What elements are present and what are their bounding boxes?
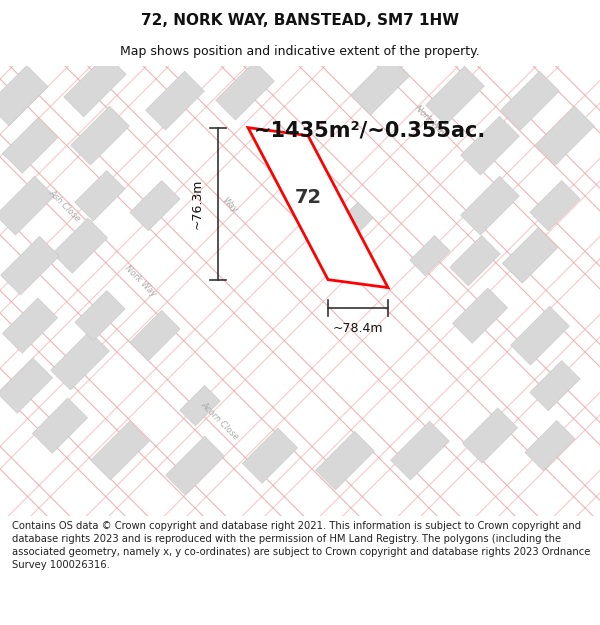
Polygon shape	[536, 106, 595, 165]
Polygon shape	[452, 288, 508, 343]
Polygon shape	[530, 181, 580, 231]
Text: Way: Way	[220, 196, 239, 215]
Text: Map shows position and indicative extent of the property.: Map shows position and indicative extent…	[120, 44, 480, 58]
Text: ~76.3m: ~76.3m	[191, 179, 204, 229]
Polygon shape	[75, 171, 125, 221]
Polygon shape	[337, 202, 373, 239]
Text: ~1435m²/~0.355ac.: ~1435m²/~0.355ac.	[254, 121, 486, 141]
Polygon shape	[75, 291, 125, 341]
Polygon shape	[91, 421, 149, 480]
Text: Nork Way: Nork Way	[122, 263, 157, 298]
Text: 72: 72	[295, 188, 322, 207]
Polygon shape	[248, 127, 388, 288]
Polygon shape	[50, 331, 109, 390]
Text: Ash Close: Ash Close	[47, 188, 83, 223]
Polygon shape	[64, 54, 126, 117]
Polygon shape	[130, 311, 180, 361]
Text: ~78.4m: ~78.4m	[333, 322, 383, 334]
Polygon shape	[32, 398, 88, 453]
Polygon shape	[215, 61, 274, 120]
Polygon shape	[146, 71, 205, 130]
Polygon shape	[1, 236, 59, 295]
Polygon shape	[410, 236, 450, 276]
Polygon shape	[2, 298, 58, 353]
Polygon shape	[52, 218, 107, 273]
Text: Acorn Close: Acorn Close	[199, 400, 241, 441]
Polygon shape	[530, 361, 580, 411]
Polygon shape	[461, 176, 520, 235]
Polygon shape	[511, 306, 569, 365]
Polygon shape	[391, 421, 449, 480]
Polygon shape	[450, 236, 500, 286]
Polygon shape	[2, 118, 58, 173]
Polygon shape	[502, 228, 557, 283]
Polygon shape	[0, 176, 55, 235]
Text: 72, NORK WAY, BANSTEAD, SM7 1HW: 72, NORK WAY, BANSTEAD, SM7 1HW	[141, 13, 459, 28]
Polygon shape	[180, 386, 220, 426]
Polygon shape	[350, 56, 409, 115]
Polygon shape	[0, 66, 48, 126]
Polygon shape	[500, 71, 559, 130]
Polygon shape	[130, 181, 180, 231]
Polygon shape	[461, 116, 520, 175]
Text: Nork Way: Nork Way	[413, 103, 448, 138]
Polygon shape	[0, 358, 53, 413]
Polygon shape	[71, 106, 130, 165]
Polygon shape	[166, 436, 224, 495]
Polygon shape	[525, 421, 575, 471]
Text: Contains OS data © Crown copyright and database right 2021. This information is : Contains OS data © Crown copyright and d…	[12, 521, 590, 571]
Polygon shape	[463, 408, 518, 463]
Polygon shape	[425, 66, 484, 125]
Polygon shape	[316, 431, 374, 490]
Polygon shape	[242, 428, 298, 483]
